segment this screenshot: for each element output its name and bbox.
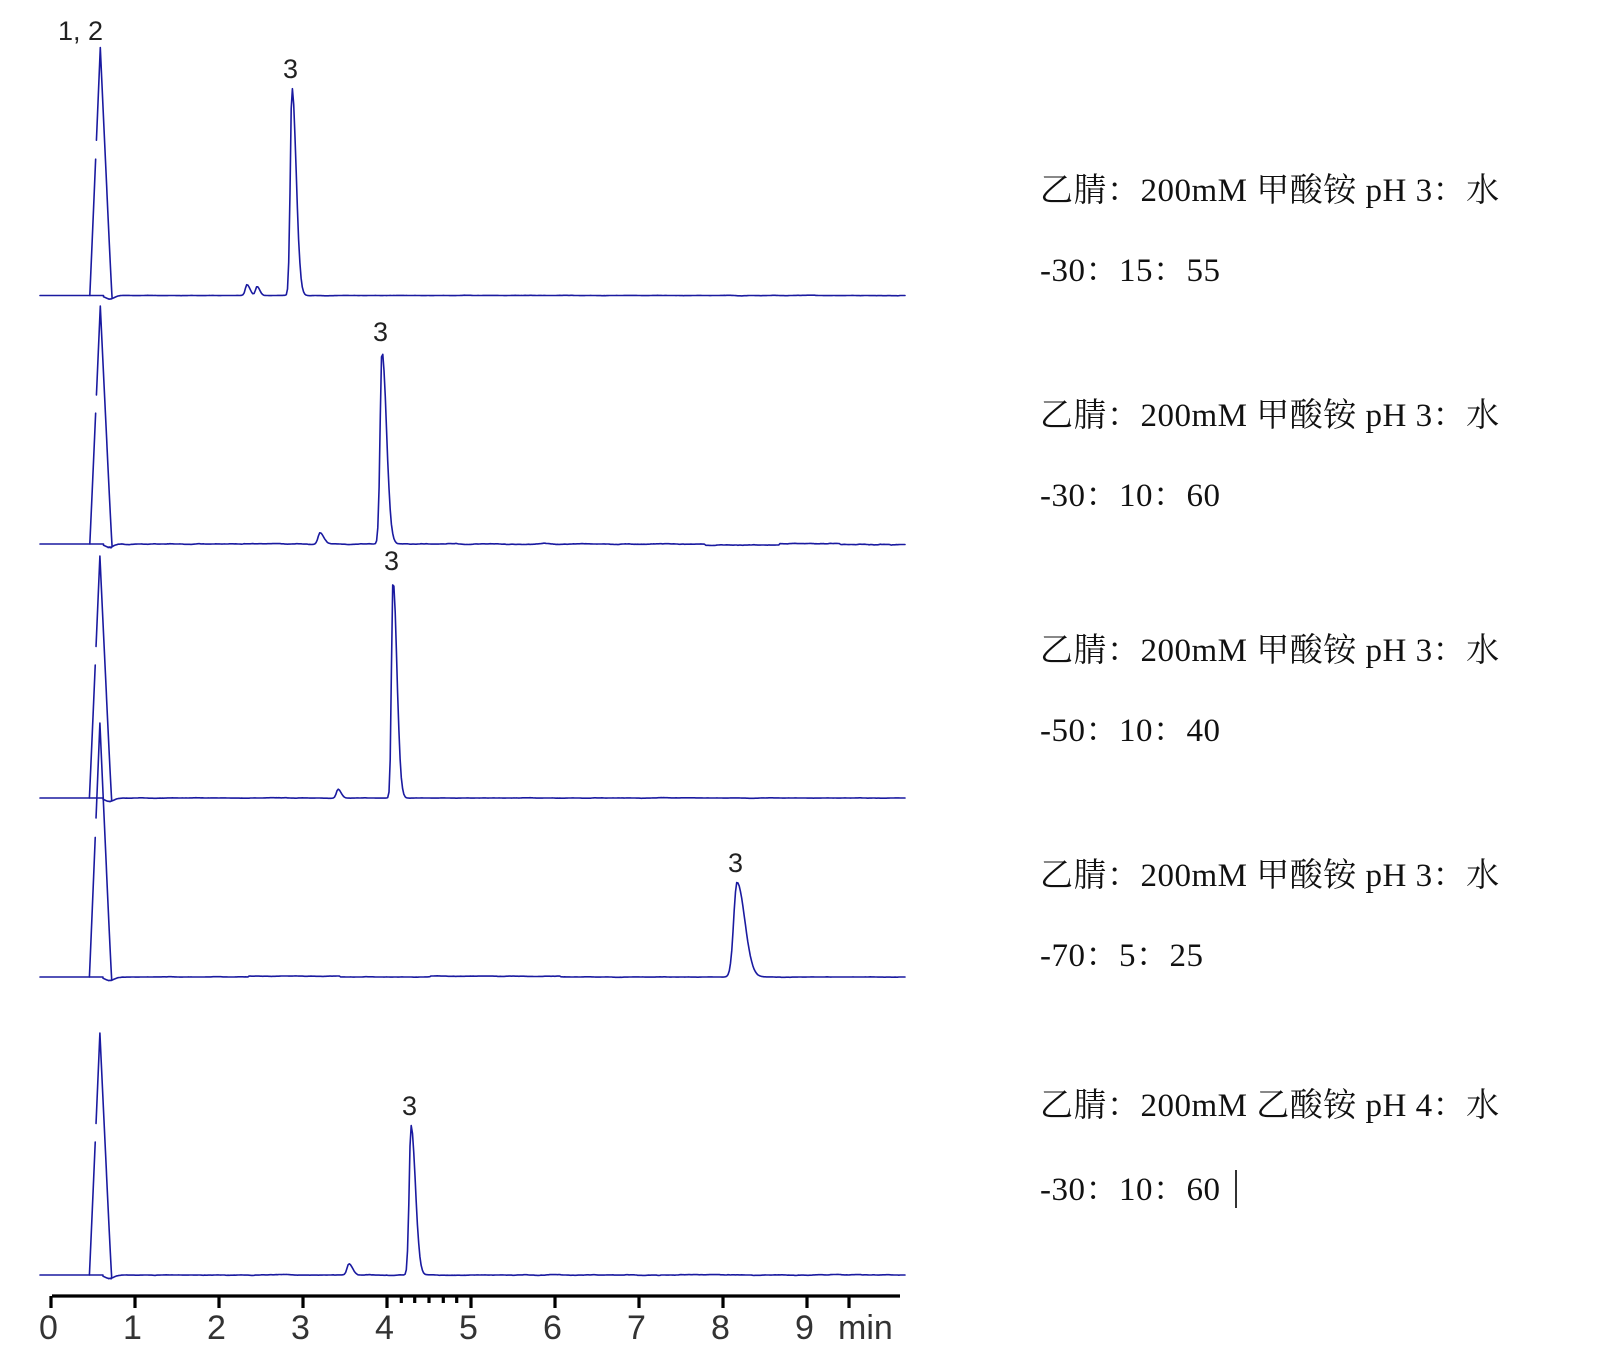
svg-text:1: 1 — [123, 1309, 142, 1347]
svg-text:8: 8 — [711, 1309, 730, 1347]
svg-text:0: 0 — [39, 1309, 58, 1347]
svg-text:3: 3 — [728, 848, 743, 878]
svg-text:3: 3 — [373, 317, 388, 347]
svg-text:4: 4 — [375, 1309, 394, 1347]
svg-text:2: 2 — [207, 1309, 226, 1347]
svg-text:3: 3 — [283, 54, 298, 84]
svg-text:3: 3 — [291, 1309, 310, 1347]
svg-text:1, 2: 1, 2 — [58, 16, 103, 46]
svg-text:7: 7 — [627, 1309, 646, 1347]
svg-text:3: 3 — [384, 546, 399, 576]
svg-text:5: 5 — [459, 1309, 478, 1347]
svg-text:3: 3 — [402, 1091, 417, 1121]
svg-text:9: 9 — [795, 1309, 814, 1347]
svg-text:min: min — [838, 1309, 893, 1347]
svg-text:6: 6 — [543, 1309, 562, 1347]
